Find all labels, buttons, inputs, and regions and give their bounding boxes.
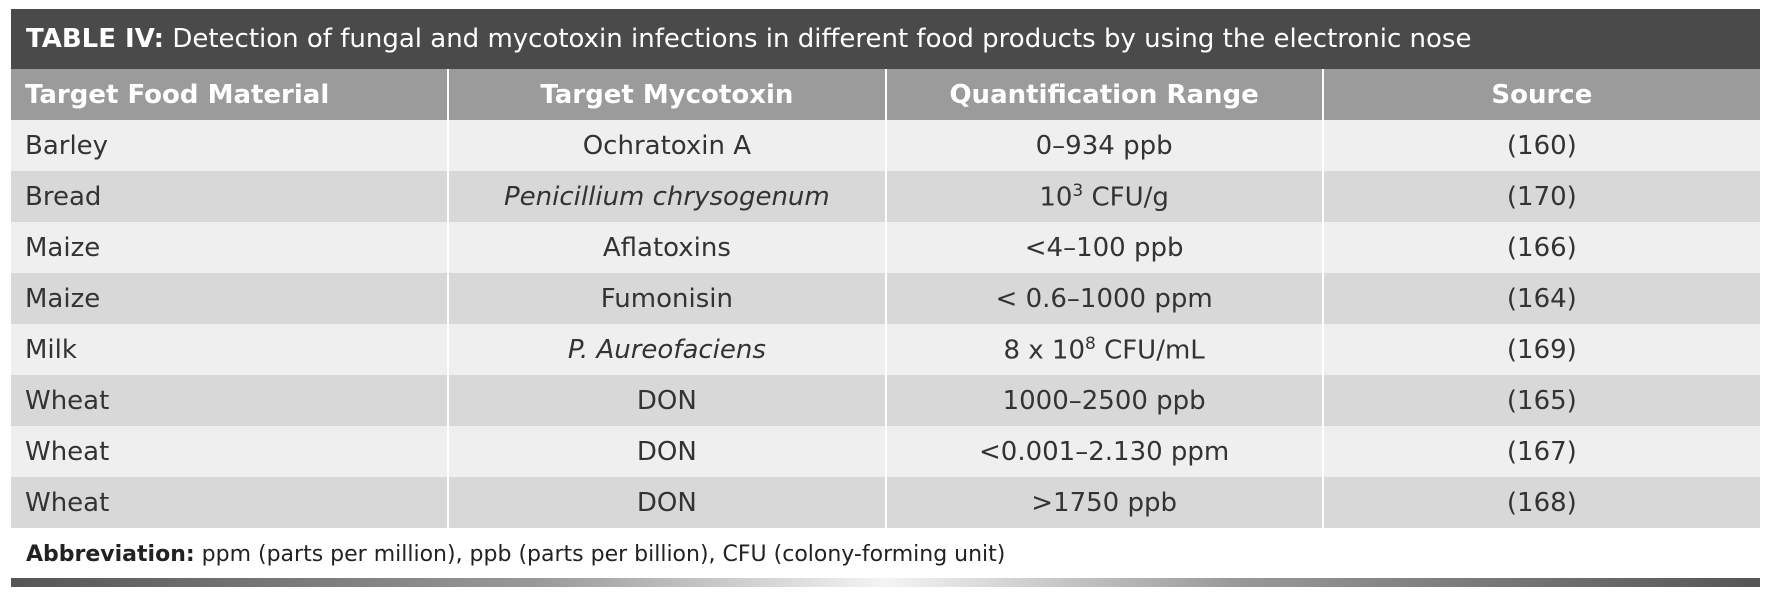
- header-cell: Source: [1322, 69, 1760, 120]
- title-bar: TABLE IV: Detection of fungal and mycoto…: [11, 9, 1760, 69]
- table-cell: DON: [448, 375, 887, 426]
- superscript: 3: [1072, 180, 1084, 201]
- footer: Abbreviation: ppm (parts per million), p…: [11, 542, 1760, 567]
- table-cell: DON: [448, 477, 887, 528]
- table-cell: <4–100 ppb: [885, 222, 1324, 273]
- header-row: Target Food Material Target Mycotoxin Quan…: [11, 69, 1760, 120]
- footer-text: ppm (parts per million), ppb (parts per …: [201, 542, 1006, 567]
- cell-text: CFU/g: [1083, 182, 1169, 213]
- header-cell: Quantification Range: [885, 69, 1324, 120]
- table-cell: 0–934 ppb: [885, 120, 1324, 171]
- table-cell: >1750 ppb: [885, 477, 1324, 528]
- table: Target Food Material Target Mycotoxin Quan…: [11, 69, 1760, 528]
- table-cell: P. Aureofaciens: [448, 324, 887, 375]
- cell-text: CFU/mL: [1095, 335, 1205, 366]
- table-figure: TABLE IV: Detection of fungal and mycoto…: [11, 9, 1760, 567]
- title-text: Detection of fungal and mycotoxin infect…: [172, 24, 1472, 54]
- table-cell: (164): [1322, 273, 1760, 324]
- table-cell: Maize: [11, 222, 450, 273]
- header-cell: Target Food Material: [11, 69, 450, 120]
- table-cell: Wheat: [11, 477, 450, 528]
- table-cell: Maize: [11, 273, 450, 324]
- table-row: Maize Aflatoxins <4–100 ppb (166): [11, 222, 1760, 273]
- table-cell: (167): [1322, 426, 1760, 477]
- table-row: Wheat DON <0.001–2.130 ppm (167): [11, 426, 1760, 477]
- table-cell: DON: [448, 426, 887, 477]
- table-cell: 1000–2500 ppb: [885, 375, 1324, 426]
- footer-label: Abbreviation:: [26, 542, 195, 567]
- superscript: 8: [1084, 333, 1096, 354]
- table-row: Wheat DON >1750 ppb (168): [11, 477, 1760, 528]
- table-row: Barley Ochratoxin A 0–934 ppb (160): [11, 120, 1760, 171]
- table-row: Maize Fumonisin < 0.6–1000 ppm (164): [11, 273, 1760, 324]
- table-cell: (169): [1322, 324, 1760, 375]
- table-row: Bread Penicillium chrysogenum 103 CFU/g (17…: [11, 171, 1760, 222]
- table-cell: Wheat: [11, 426, 450, 477]
- cell-text: 8 x 10: [1003, 335, 1085, 366]
- table-cell: Aflatoxins: [448, 222, 887, 273]
- table-row: Wheat DON 1000–2500 ppb (165): [11, 375, 1760, 426]
- table-row: Milk P. Aureofaciens 8 x 108 CFU/mL (169): [11, 324, 1760, 375]
- table-cell: Wheat: [11, 375, 450, 426]
- table-cell: <0.001–2.130 ppm: [885, 426, 1324, 477]
- header-cell: Target Mycotoxin: [448, 69, 887, 120]
- table-cell: (160): [1322, 120, 1760, 171]
- table-cell: (170): [1322, 171, 1760, 222]
- table-cell: Barley: [11, 120, 450, 171]
- table-cell: 8 x 108 CFU/mL: [885, 324, 1324, 375]
- title-label: TABLE IV:: [26, 24, 165, 54]
- table-cell: (168): [1322, 477, 1760, 528]
- table-cell: (165): [1322, 375, 1760, 426]
- table-cell: Bread: [11, 171, 450, 222]
- bottom-bar: [11, 578, 1760, 587]
- cell-text: 10: [1039, 182, 1073, 213]
- table-cell: (166): [1322, 222, 1760, 273]
- table-cell: Penicillium chrysogenum: [448, 171, 887, 222]
- table-cell: 103 CFU/g: [885, 171, 1324, 222]
- table-cell: < 0.6–1000 ppm: [885, 273, 1324, 324]
- table-cell: Ochratoxin A: [448, 120, 887, 171]
- table-cell: Milk: [11, 324, 450, 375]
- table-cell: Fumonisin: [448, 273, 887, 324]
